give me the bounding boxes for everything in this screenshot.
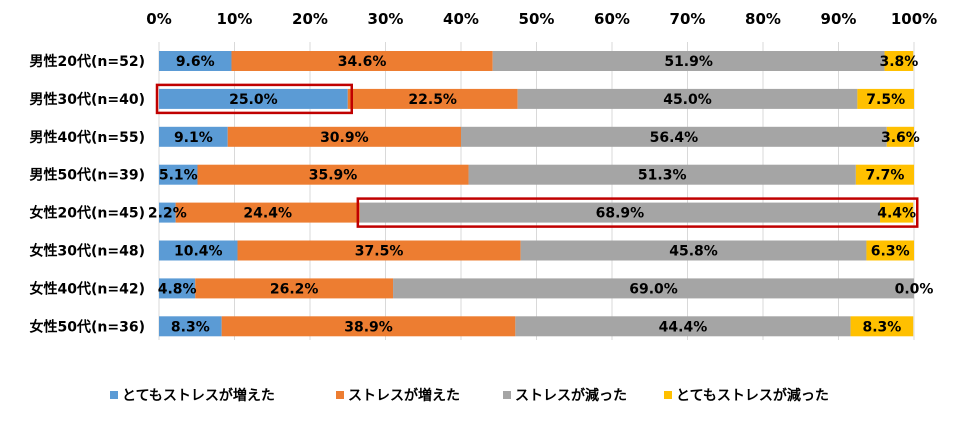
legend: とてもストレスが増えた ストレスが増えた ストレスが減った とてもストレスが減った — [110, 387, 829, 404]
x-tick-label: 80% — [745, 10, 781, 28]
x-tick-label: 30% — [368, 10, 404, 28]
y-axis-categories: 男性20代(n=52) 男性30代(n=40) 男性40代(n=55) 男性50代(n… — [30, 53, 145, 335]
bar-segment-4 — [886, 126, 914, 147]
x-tick-label: 40% — [443, 10, 479, 28]
category-label: 男性20代(n=52) — [30, 53, 145, 70]
bar-segment-3 — [461, 126, 887, 147]
bar-segment-3 — [393, 278, 914, 299]
category-label: 女性20代(n=45) — [30, 205, 145, 222]
highlight-box — [155, 83, 353, 115]
data-label: 45.8% — [669, 244, 718, 260]
bar-segment-2 — [237, 240, 521, 261]
legend-swatch — [336, 391, 344, 399]
data-label: 0.0% — [895, 281, 934, 297]
data-label: 34.6% — [338, 54, 387, 70]
data-label: 8.3% — [171, 319, 210, 335]
legend-label: とてもストレスが減った — [676, 387, 829, 404]
bar-segment-2 — [195, 278, 394, 299]
data-label: 3.6% — [881, 130, 920, 146]
legend-swatch — [110, 391, 118, 399]
data-label: 6.3% — [871, 244, 910, 260]
category-label: 女性30代(n=48) — [30, 243, 145, 260]
category-label: 男性50代(n=39) — [30, 167, 145, 184]
bar-segment-1 — [159, 202, 176, 223]
highlight-boxes — [155, 83, 919, 228]
bar-segment-3 — [517, 88, 858, 109]
x-tick-label: 60% — [594, 10, 630, 28]
data-label: 51.3% — [638, 168, 687, 184]
data-label: 30.9% — [320, 130, 369, 146]
bar-segment-3 — [359, 202, 881, 223]
data-label: 25.0% — [229, 92, 278, 108]
category-label: 男性30代(n=40) — [30, 91, 145, 108]
category-label: 男性40代(n=55) — [30, 129, 145, 146]
legend-swatch — [664, 391, 672, 399]
data-label: 4.8% — [158, 281, 197, 297]
data-label: 35.9% — [309, 168, 358, 184]
data-label: 45.0% — [663, 92, 712, 108]
bar-segment-4 — [880, 202, 914, 223]
bar-segment-2 — [175, 202, 360, 223]
bar-segment-2 — [221, 316, 516, 337]
bar-segment-3 — [520, 240, 867, 261]
x-tick-label: 0% — [146, 10, 171, 28]
x-axis-ticks: 0% 10% 20% 30% 40% 50% 60% 70% 80% 90% 100% — [146, 10, 937, 28]
data-label: 9.6% — [176, 54, 215, 70]
x-tick-label: 50% — [519, 10, 555, 28]
bar-segment-2 — [231, 51, 493, 71]
bar-segment-3 — [492, 51, 885, 71]
data-label: 7.7% — [866, 168, 905, 184]
bar-segment-1 — [159, 164, 198, 185]
x-tick-label: 20% — [292, 10, 328, 28]
bar-segment-4 — [850, 316, 914, 337]
data-label: 3.8% — [879, 54, 918, 70]
bar-segment-4 — [866, 240, 914, 261]
data-label: 56.4% — [650, 130, 699, 146]
x-tick-label: 90% — [821, 10, 857, 28]
bar-segment-4 — [884, 51, 914, 71]
bar-segment-1 — [159, 278, 196, 299]
x-tick-label: 10% — [217, 10, 253, 28]
legend-label: ストレスが減った — [515, 387, 627, 404]
bar-segment-1 — [159, 240, 238, 261]
bar-segment-2 — [197, 164, 469, 185]
data-label: 5.1% — [159, 168, 198, 184]
bar-segment-3 — [468, 164, 856, 185]
data-label: 68.9% — [596, 206, 645, 222]
bar-segment-3 — [515, 316, 851, 337]
category-label: 女性50代(n=36) — [30, 318, 145, 335]
data-label: 44.4% — [659, 319, 708, 335]
legend-swatch — [503, 391, 511, 399]
bar-segment-1 — [159, 88, 348, 109]
data-label: 7.5% — [866, 92, 905, 108]
data-label: 26.2% — [270, 281, 319, 297]
data-label: 24.4% — [243, 206, 292, 222]
data-label: 38.9% — [344, 319, 393, 335]
data-label: 22.5% — [408, 92, 457, 108]
x-tick-label: 100% — [891, 10, 937, 28]
bar-segment-2 — [347, 88, 518, 109]
bar-segment-1 — [159, 316, 222, 337]
highlight-box — [356, 197, 919, 228]
data-label: 9.1% — [174, 130, 213, 146]
bar-segments — [159, 51, 914, 337]
category-label: 女性40代(n=42) — [30, 280, 145, 297]
legend-label: とてもストレスが増えた — [122, 387, 275, 404]
data-labels: 9.6% 34.6% 51.9% 3.8% 25.0% 22.5% 45.0% 7.5% 9.1… — [148, 54, 934, 335]
bar-segment-2 — [227, 126, 461, 147]
bar-segment-1 — [159, 126, 228, 147]
data-label: 4.4% — [877, 206, 916, 222]
data-label: 51.9% — [664, 54, 713, 70]
data-label: 2.2% — [148, 206, 187, 222]
data-label: 69.0% — [629, 281, 678, 297]
x-tick-label: 70% — [670, 10, 706, 28]
bar-segment-4 — [855, 164, 914, 185]
bar-segment-4 — [857, 88, 914, 109]
legend-label: ストレスが増えた — [348, 387, 460, 404]
data-label: 10.4% — [174, 244, 223, 260]
data-label: 8.3% — [862, 319, 901, 335]
bar-segment-1 — [159, 51, 232, 71]
data-label: 37.5% — [355, 244, 404, 260]
